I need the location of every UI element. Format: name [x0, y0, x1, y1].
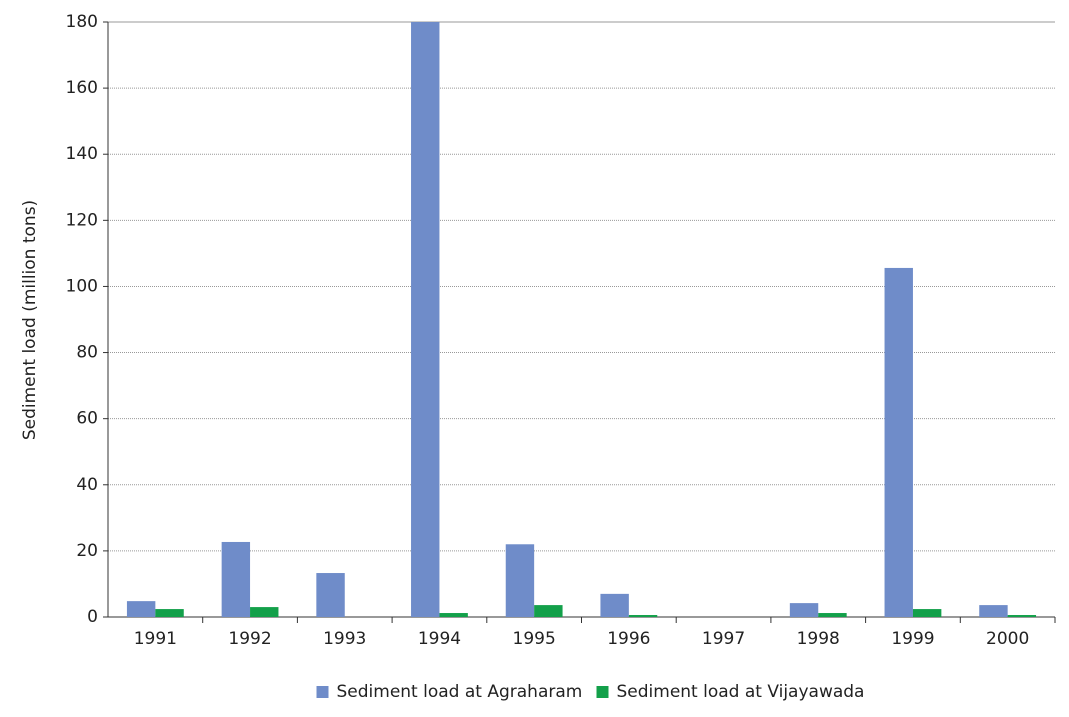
y-tick-label: 0 — [87, 607, 98, 627]
y-tick-label: 60 — [76, 409, 98, 429]
x-tick-label: 2000 — [986, 629, 1029, 649]
y-tick-label: 40 — [76, 475, 98, 495]
x-tick-label: 1998 — [797, 629, 840, 649]
y-tick-label: 120 — [66, 210, 98, 230]
y-tick-label: 100 — [66, 276, 98, 296]
bar — [979, 605, 1008, 617]
bar — [155, 609, 184, 617]
bar — [1007, 615, 1037, 617]
bar — [628, 615, 658, 617]
legend-swatch — [316, 686, 329, 698]
x-tick-label: 1999 — [891, 629, 934, 649]
y-tick-label: 160 — [66, 78, 98, 98]
bar — [126, 601, 156, 617]
x-tick-label: 1992 — [228, 629, 271, 649]
y-axis-label: Sediment load (million tons) — [20, 200, 40, 440]
x-tick-label: 1994 — [418, 629, 461, 649]
legend-label: Sediment load at Vijayawada — [617, 682, 865, 702]
bar — [818, 613, 847, 617]
legend-label: Sediment load at Agraharam — [337, 682, 583, 702]
y-tick-label: 180 — [66, 12, 98, 32]
bar — [316, 573, 345, 617]
y-tick-label: 20 — [76, 541, 98, 561]
bar — [912, 609, 942, 617]
x-tick-label: 1991 — [134, 629, 177, 649]
bar — [221, 541, 251, 617]
legend-swatch — [596, 686, 609, 698]
y-tick-label: 80 — [76, 343, 98, 363]
bar — [534, 605, 563, 617]
y-tick-label: 140 — [66, 144, 98, 164]
bar — [411, 22, 440, 617]
x-tick-label: 1993 — [323, 629, 366, 649]
bar — [600, 593, 629, 617]
bar — [789, 603, 819, 617]
x-tick-label: 1997 — [702, 629, 745, 649]
bar — [439, 613, 468, 617]
bar — [250, 607, 279, 617]
bar — [505, 544, 535, 617]
bar — [884, 267, 913, 617]
x-tick-label: 1996 — [607, 629, 650, 649]
x-tick-label: 1995 — [513, 629, 556, 649]
